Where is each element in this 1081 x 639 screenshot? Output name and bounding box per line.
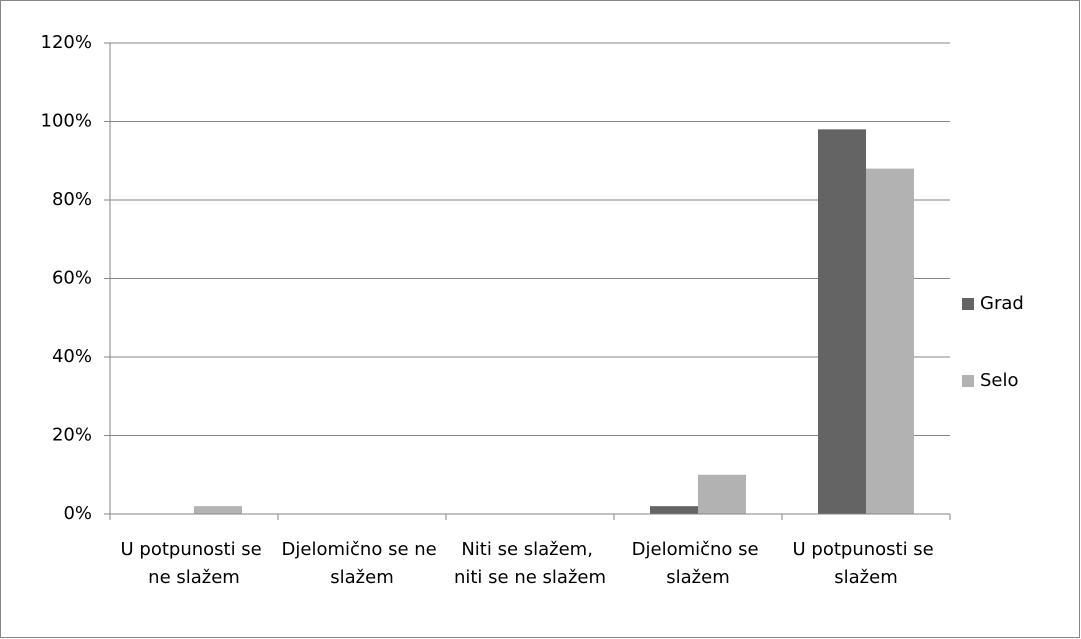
y-tick-label: 120% xyxy=(41,32,92,53)
legend-swatch xyxy=(962,298,974,310)
bar xyxy=(650,506,698,514)
x-tick-label: Djelomično se slažem xyxy=(632,539,765,588)
bar xyxy=(194,506,242,514)
x-tick-label: Niti se slažem, niti se ne slažem xyxy=(454,539,606,588)
y-tick-label: 100% xyxy=(41,111,92,132)
x-tick-label: U potpunosti se ne slažem xyxy=(121,539,268,588)
y-tick-label: 20% xyxy=(52,425,92,446)
x-tick-label: Djelomično se ne slažem xyxy=(282,539,443,588)
y-tick-label: 60% xyxy=(52,268,92,289)
y-tick-label: 0% xyxy=(63,503,92,524)
legend-label: Selo xyxy=(980,370,1019,391)
bar xyxy=(866,168,914,514)
y-tick-label: 80% xyxy=(52,189,92,210)
bar xyxy=(698,474,746,514)
legend-label: Grad xyxy=(980,293,1024,314)
y-tick-label: 40% xyxy=(52,346,92,367)
bar xyxy=(818,129,866,514)
x-tick-label: U potpunosti se slažem xyxy=(793,539,940,588)
legend-swatch xyxy=(962,375,974,387)
